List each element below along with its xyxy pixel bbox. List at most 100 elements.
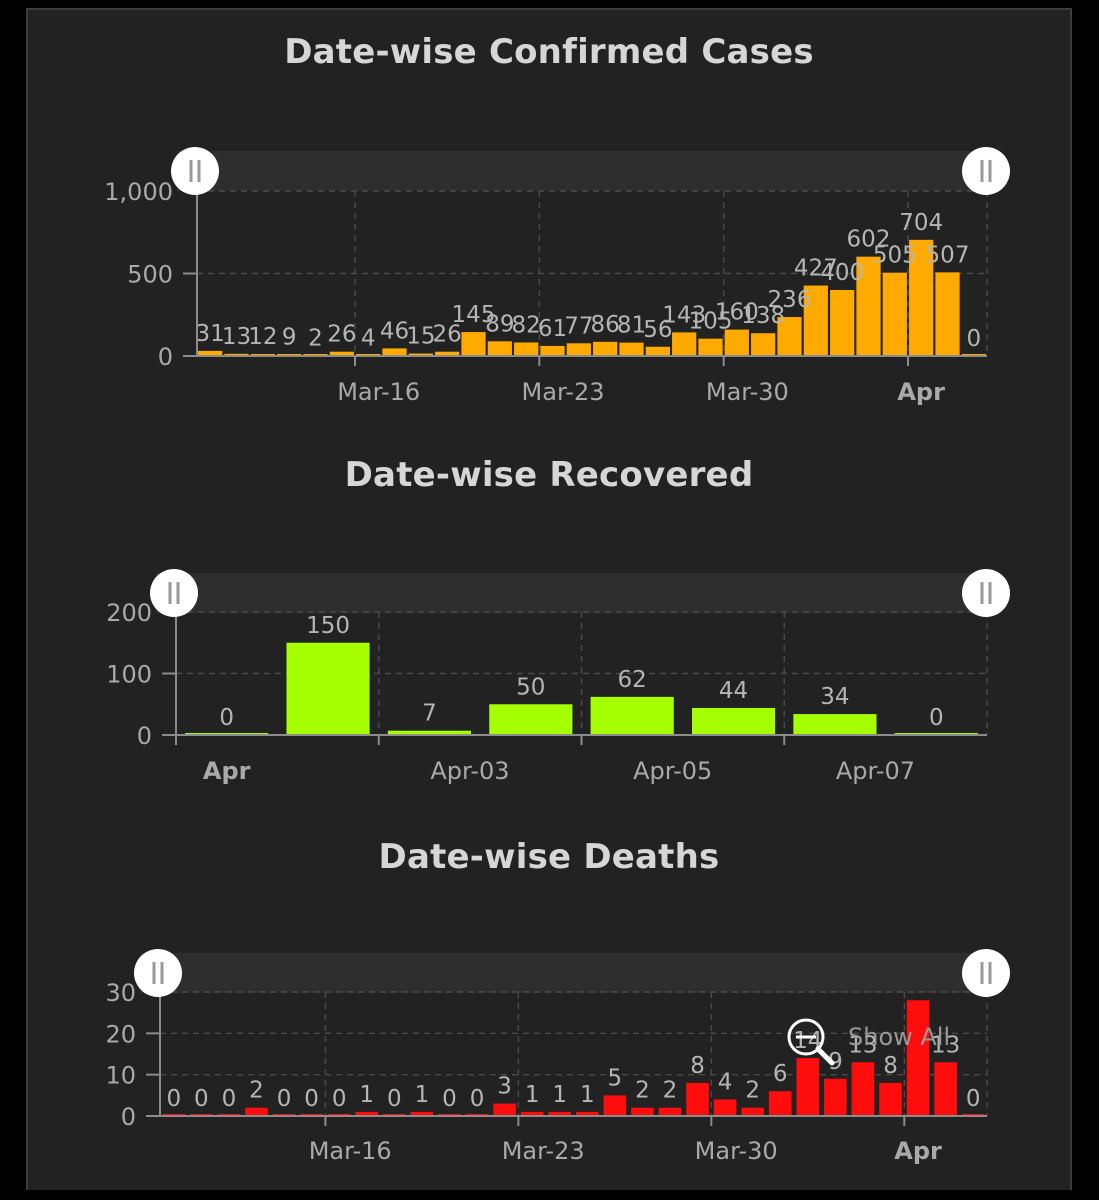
confirmed-bar[interactable] <box>619 342 644 356</box>
deaths-data-label: 2 <box>745 1078 760 1104</box>
confirmed-bar[interactable] <box>408 353 433 356</box>
deaths-bar[interactable] <box>824 1078 847 1116</box>
deaths-bar[interactable] <box>741 1107 764 1116</box>
recovered-data-label: 62 <box>618 667 647 693</box>
deaths-bar[interactable] <box>906 1000 930 1116</box>
show-all-button[interactable]: Show All <box>848 1023 950 1051</box>
scrollbar-grip-icon[interactable] <box>171 147 219 195</box>
confirmed-bar[interactable] <box>751 333 776 356</box>
deaths-data-label: 0 <box>387 1086 402 1112</box>
recovered-data-label: 0 <box>219 705 234 731</box>
confirmed-bar[interactable] <box>329 351 354 356</box>
confirmed-bar[interactable] <box>882 272 907 356</box>
recovered-ytick-label: 200 <box>106 599 152 627</box>
deaths-data-label: 1 <box>580 1082 595 1108</box>
deaths-bar[interactable] <box>796 1058 820 1116</box>
deaths-bar[interactable] <box>768 1091 792 1116</box>
confirmed-xtick-label: Mar-30 <box>706 378 789 406</box>
deaths-bar[interactable] <box>658 1107 682 1116</box>
deaths-bar[interactable] <box>851 1062 875 1116</box>
confirmed-bar[interactable] <box>909 239 934 356</box>
confirmed-bar[interactable] <box>777 317 802 356</box>
recovered-bar[interactable] <box>590 696 674 735</box>
recovered-data-label: 7 <box>422 701 437 727</box>
deaths-bar[interactable] <box>934 1062 957 1116</box>
scrollbar-grip-icon[interactable] <box>134 949 182 997</box>
deaths-data-label: 8 <box>883 1053 898 1079</box>
recovered-bar[interactable] <box>793 714 877 735</box>
deaths-bar[interactable] <box>520 1111 544 1116</box>
confirmed-bar[interactable] <box>487 341 512 356</box>
confirmed-data-label: 602 <box>847 227 891 253</box>
recovered-bar[interactable] <box>286 642 370 735</box>
confirmed-data-label: 12 <box>248 324 277 350</box>
confirmed-bar[interactable] <box>698 338 723 356</box>
confirmed-data-label: 86 <box>591 312 620 338</box>
confirmed-bar[interactable] <box>856 256 881 356</box>
recovered-chart: 0 100 200 Apr Apr-03 Apr-05 Apr-07 0 150 7 50 62 44 3… <box>106 569 1010 785</box>
deaths-data-label: 8 <box>690 1053 705 1079</box>
confirmed-data-label: 160 <box>715 300 759 326</box>
confirmed-data-label: 15 <box>406 324 435 350</box>
deaths-bar[interactable] <box>879 1082 902 1116</box>
deaths-xtick-label: Mar-30 <box>695 1137 778 1165</box>
confirmed-data-label: 507 <box>926 242 970 268</box>
deaths-data-label: 0 <box>304 1086 319 1112</box>
deaths-data-label: 1 <box>525 1082 540 1108</box>
deaths-bar[interactable] <box>493 1103 516 1116</box>
deaths-bar[interactable] <box>548 1111 572 1116</box>
confirmed-ytick-label: 500 <box>127 261 173 289</box>
confirmed-bar[interactable] <box>593 341 618 356</box>
confirmed-data-label: 4 <box>361 325 376 351</box>
confirmed-bar[interactable] <box>540 345 565 356</box>
deaths-bar[interactable] <box>575 1111 599 1116</box>
recovered-data-label: 50 <box>516 674 545 700</box>
scrollbar-grip-icon[interactable] <box>962 949 1010 997</box>
zoom-magnifier-icon[interactable] <box>787 1018 835 1066</box>
deaths-bar[interactable] <box>603 1095 627 1116</box>
deaths-bar[interactable] <box>355 1111 379 1116</box>
confirmed-bar[interactable] <box>461 332 486 356</box>
recovered-ytick-label: 100 <box>106 661 152 689</box>
confirmed-bar[interactable] <box>645 346 670 356</box>
confirmed-bar[interactable] <box>382 348 407 356</box>
deaths-data-label: 2 <box>249 1078 264 1104</box>
confirmed-scrollbar[interactable] <box>177 151 987 191</box>
deaths-bar[interactable] <box>631 1107 654 1116</box>
recovered-data-label: 0 <box>929 705 944 731</box>
confirmed-bar[interactable] <box>724 329 749 356</box>
deaths-xtick-label: Mar-16 <box>309 1137 392 1165</box>
confirmed-bar[interactable] <box>672 332 697 356</box>
recovered-bar[interactable] <box>387 730 472 735</box>
bottom-edge <box>0 1190 1099 1200</box>
deaths-bar[interactable] <box>686 1082 709 1116</box>
deaths-data-label: 13 <box>848 1032 877 1058</box>
scrollbar-grip-icon[interactable] <box>962 147 1010 195</box>
deaths-bar[interactable] <box>410 1111 434 1116</box>
deaths-data-label: 0 <box>442 1086 457 1112</box>
confirmed-data-label: 61 <box>538 316 567 342</box>
scrollbar-grip-icon[interactable] <box>150 569 198 617</box>
scrollbar-grip-icon[interactable] <box>962 569 1010 617</box>
recovered-scrollbar[interactable] <box>156 573 987 613</box>
confirmed-bar[interactable] <box>514 342 539 356</box>
confirmed-bar[interactable] <box>803 285 828 356</box>
deaths-data-label: 0 <box>166 1086 181 1112</box>
confirmed-bar[interactable] <box>566 343 591 356</box>
recovered-bar[interactable] <box>691 707 776 735</box>
confirmed-bar[interactable] <box>224 353 249 356</box>
confirmed-data-label: 143 <box>662 302 706 328</box>
recovered-xtick-label: Apr-03 <box>430 757 509 785</box>
deaths-bar[interactable] <box>245 1107 268 1116</box>
recovered-bar[interactable] <box>489 704 573 735</box>
confirmed-bar[interactable] <box>435 351 460 356</box>
recovered-xtick-label: Apr-07 <box>836 757 915 785</box>
deaths-ytick-label: 30 <box>105 979 136 1007</box>
deaths-scrollbar[interactable] <box>140 953 987 993</box>
confirmed-bar[interactable] <box>198 350 223 356</box>
deaths-ytick-label: 20 <box>105 1020 136 1048</box>
confirmed-bar[interactable] <box>935 272 960 356</box>
deaths-bar[interactable] <box>713 1099 737 1116</box>
confirmed-bar[interactable] <box>830 290 855 356</box>
